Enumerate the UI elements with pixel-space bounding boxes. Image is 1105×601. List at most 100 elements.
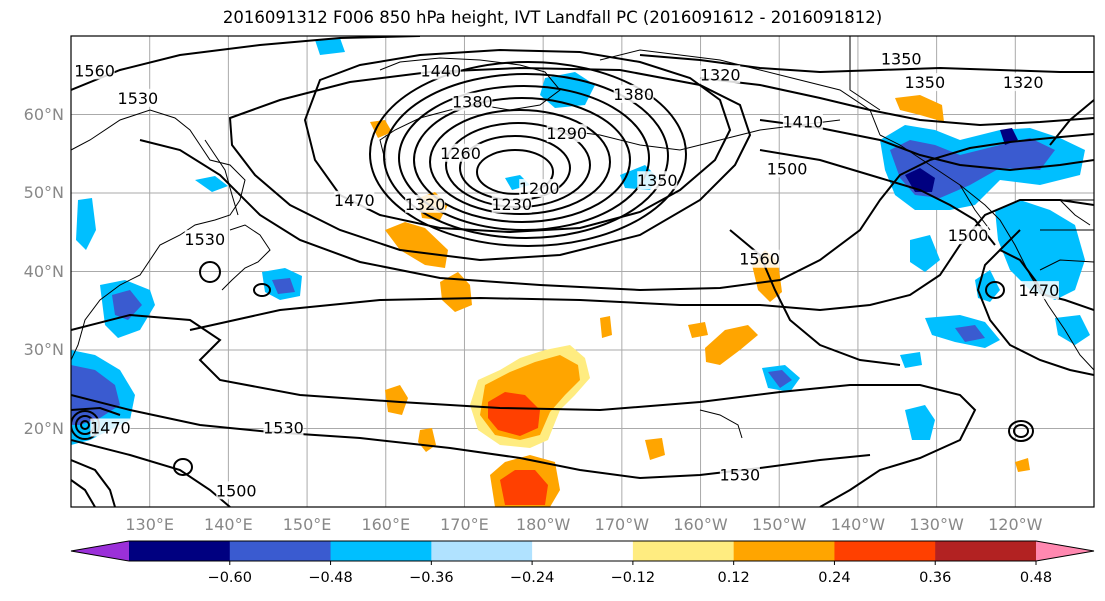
- colorbar-extend-low: [71, 541, 129, 561]
- coastlines: [71, 36, 1094, 439]
- negative-anomaly-blob: [768, 370, 792, 388]
- contour-label: 1350: [904, 73, 945, 92]
- contour-label: 1470: [90, 419, 131, 438]
- positive-anomaly-blob: [688, 322, 708, 338]
- contour-label-background: [491, 194, 532, 213]
- colorbar-tick-label: −0.36: [409, 570, 454, 586]
- contour-label: 1500: [948, 226, 989, 245]
- contour-line: [80, 420, 90, 430]
- longitude-label: 150°E: [282, 515, 332, 534]
- map-border: [70, 35, 1095, 508]
- contour-label-background: [334, 190, 375, 209]
- positive-anomaly-blob: [440, 272, 472, 312]
- longitude-label: 140°W: [830, 515, 886, 534]
- contour-label: 1320: [405, 195, 446, 214]
- positive-anomaly-blob: [645, 438, 665, 460]
- contour-label: 1320: [1003, 73, 1044, 92]
- negative-anomaly-blob: [995, 200, 1085, 300]
- contour-label-background: [452, 92, 493, 111]
- negative-anomaly-blob: [905, 405, 935, 440]
- contour-label-background: [739, 249, 780, 268]
- contour-label-background: [782, 112, 823, 131]
- contour-label-background: [904, 73, 945, 92]
- contour-label-background: [74, 61, 115, 80]
- contour-line: [71, 459, 116, 507]
- contour-label: 1530: [263, 419, 304, 438]
- contour-line: [999, 229, 1021, 251]
- longitude-label: 170°E: [440, 515, 489, 534]
- contour-label-background: [216, 481, 257, 500]
- contour-label: 1380: [452, 93, 493, 112]
- colorbar-tick-label: 0.48: [1019, 570, 1053, 586]
- contour-line: [173, 458, 193, 476]
- colorbar-tick-label: 0.36: [919, 570, 952, 586]
- colorbar-tick-label: −0.48: [308, 570, 353, 586]
- longitude-label: 160°W: [673, 515, 728, 534]
- contour-label-background: [546, 124, 587, 143]
- map-title: 2016091312 F006 850 hPa height, IVT Land…: [222, 8, 883, 27]
- contour-label-background: [637, 171, 678, 190]
- contour-line: [699, 77, 1094, 127]
- colorbar-segment: [935, 541, 1037, 561]
- contour-label: 1560: [739, 250, 780, 269]
- negative-anomaly-blob: [195, 176, 228, 192]
- contour-label-background: [613, 84, 654, 103]
- contour-line: [189, 199, 1094, 331]
- longitude-label: 180°W: [515, 515, 571, 534]
- colorbar-extend-high: [1036, 541, 1094, 561]
- contour-label-background: [881, 49, 922, 68]
- longitude-label: 170°W: [594, 515, 650, 534]
- contour-line: [1013, 424, 1029, 438]
- negative-anomaly-blob: [272, 278, 295, 294]
- negative-anomaly-blob: [910, 235, 940, 272]
- contour-label: 1320: [700, 65, 741, 84]
- height-contours: [71, 36, 1094, 507]
- latitude-label: 60°N: [23, 104, 64, 124]
- contour-line: [1008, 420, 1034, 442]
- contour-label: 1530: [720, 466, 761, 485]
- contour-label-background: [90, 418, 131, 437]
- colorbar-tick-label: 0.24: [818, 570, 851, 586]
- contour-line: [139, 133, 1094, 292]
- longitude-label: 150°W: [752, 515, 807, 534]
- contour-label-background: [519, 179, 560, 198]
- contour-label: 1560: [74, 61, 115, 80]
- contour-line: [985, 281, 1005, 299]
- positive-anomaly-blob: [385, 222, 448, 268]
- longitude-label: 130°W: [909, 515, 964, 534]
- contour-label-background: [420, 61, 461, 80]
- contour-line: [71, 394, 871, 480]
- contour-labels: 1560153014401380126012901380132013501350…: [74, 49, 1059, 500]
- contour-label-background: [184, 230, 225, 249]
- longitude-label: 160°E: [361, 515, 411, 534]
- contour-line: [71, 479, 96, 507]
- colorbar-segment: [733, 541, 835, 561]
- colorbar-segment: [632, 541, 735, 561]
- contour-line: [199, 261, 221, 283]
- contour-label-background: [767, 159, 808, 178]
- contour-label: 1380: [613, 85, 654, 104]
- colorbar-outline: [70, 540, 1095, 562]
- contour-line: [759, 149, 996, 246]
- contour-line: [383, 73, 669, 239]
- contour-label-background: [263, 418, 304, 437]
- contour-line: [429, 109, 611, 215]
- colorbar-tick-label: −0.12: [610, 570, 656, 586]
- contour-label: 1410: [782, 112, 823, 131]
- longitude-label: 130°E: [125, 515, 175, 534]
- latitude-label: 20°N: [23, 418, 64, 438]
- contour-label-background: [948, 226, 989, 245]
- contour-label-background: [1003, 73, 1044, 92]
- colorbar-tick-label: −0.24: [509, 570, 555, 586]
- positive-anomaly-blob: [1015, 458, 1030, 472]
- colorbar-segment: [834, 541, 936, 561]
- contour-label: 1290: [546, 124, 587, 143]
- colorbar-tick-label: −0.60: [207, 570, 252, 586]
- positive-anomaly-blob: [385, 385, 408, 415]
- positive-anomaly-blob: [500, 470, 548, 505]
- colorbar-tick-label: 0.12: [717, 570, 750, 586]
- contour-line: [639, 54, 1094, 74]
- contour-label: 1260: [440, 144, 481, 163]
- contour-line: [71, 313, 977, 507]
